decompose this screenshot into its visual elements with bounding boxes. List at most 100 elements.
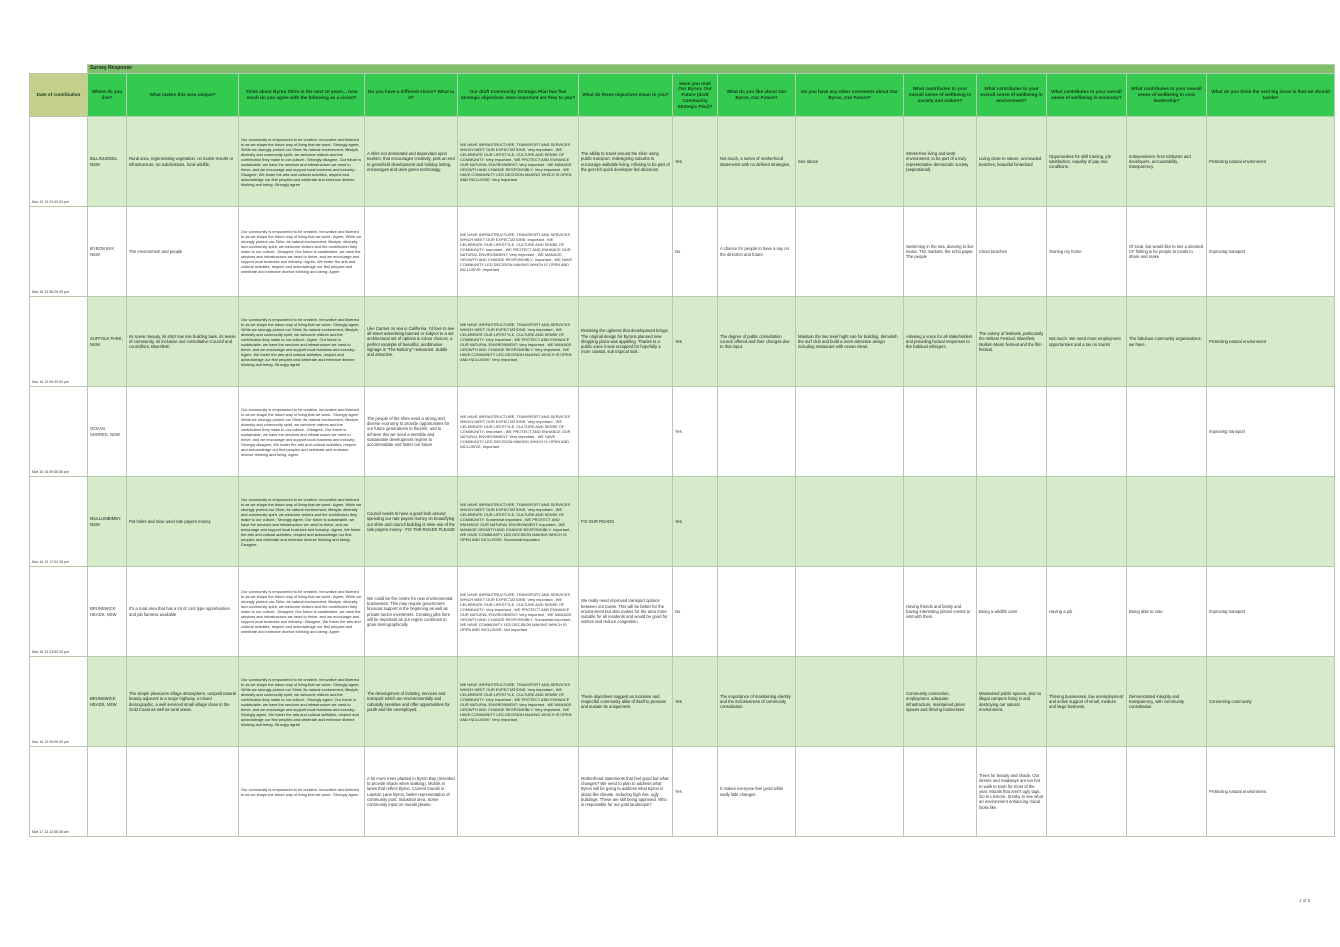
environment-cell: Trees for beauty and shade. Our streets … (976, 746, 1047, 837)
objectives-cell: WE HAVE INFRASTRUCTURE, TRANSPORT AND SE… (457, 116, 579, 207)
column-header-unique: What makes this area unique? (126, 73, 239, 117)
page-number: 1 of 5 (1299, 898, 1311, 903)
where-cell (87, 746, 127, 837)
column-header-environment: What contributes to your overall sense o… (976, 73, 1047, 117)
like-cell: The importance of maintaining identity a… (717, 656, 796, 747)
different-vision-cell: The development of industry, services an… (364, 656, 458, 747)
vision-cell: Our community is empowered to be creativ… (238, 296, 365, 387)
column-header-where: Where do you live? (87, 73, 127, 117)
like-cell: The degree of public consultation counci… (717, 296, 796, 387)
big-issue-cell: Protecting natural environment (1205, 746, 1336, 837)
column-header-vision: Think about Byron Shire in the next 10 y… (238, 73, 365, 117)
economy-cell: Owning my home (1046, 206, 1127, 297)
economy-cell: Having a job (1046, 566, 1127, 657)
column-header-objectives-meaning: What do these objectives mean to you? (578, 73, 673, 117)
different-vision-cell: Like Carmel on sea in California, I'd lo… (364, 296, 458, 387)
vision-cell: Our community is empowered to be creativ… (238, 566, 365, 657)
date-cell: Mar 16 13 09:06:40 pm (29, 656, 88, 747)
environment-cell: Maintained public spaces, and no illegal… (976, 656, 1047, 747)
big-issue-cell (1205, 476, 1336, 567)
economy-cell (1046, 746, 1127, 837)
environment-cell: Being a wildlife carer (976, 566, 1047, 657)
big-issue-cell: Protecting natural environment (1205, 116, 1336, 207)
big-issue-cell: Improving transport (1205, 566, 1336, 657)
vision-cell: Our community is empowered to be creativ… (238, 656, 365, 747)
objectives-meaning-cell (578, 206, 673, 297)
society-cell (903, 746, 977, 837)
different-vision-cell: A lot more trees planted in Byron Bay (I… (364, 746, 458, 837)
where-cell: BRUNSWICK HEADS, NSW (87, 656, 127, 747)
different-vision-cell (364, 206, 458, 297)
column-header-society: What contributes to your overall sense o… (903, 73, 977, 117)
civic-cell: Independence from lobbyists and develope… (1126, 116, 1207, 207)
comments-cell (795, 476, 904, 567)
objectives-cell: WE HAVE INFRASTRUCTURE, TRANSPORT AND SE… (457, 566, 579, 657)
read-plan-cell: Yes (672, 476, 718, 567)
read-plan-cell: Yes (672, 296, 718, 387)
column-header-objectives: Our draft Community Strategic Plan has f… (457, 73, 579, 117)
environment-cell: Living close to nature, uncrowded beache… (976, 116, 1047, 207)
objectives-cell (457, 746, 579, 837)
unique-cell (126, 386, 239, 477)
table-row: Mar 16 13 08:30:00 pm SUFFOLK PARK, NSW … (29, 296, 1336, 387)
column-header-comments: Do you have any other comments about Our… (795, 73, 904, 117)
society-cell (903, 386, 977, 477)
objectives-meaning-cell: Resisting the ugliness that development … (578, 296, 673, 387)
unique-cell (126, 746, 239, 837)
group-header-spacer (29, 64, 88, 74)
unique-cell: The simple pleasures village atmosphere,… (126, 656, 239, 747)
table-row: Mar 16 13 23:52:20 pm BRUNSWICK HEADS, N… (29, 566, 1336, 657)
date-cell: Mar 16 13 17:02:36 pm (29, 476, 88, 567)
like-cell: Not much, a series of motherhood stateme… (717, 116, 796, 207)
objectives-cell: WE HAVE INFRASTRUCTURE, TRANSPORT AND SE… (457, 656, 579, 747)
column-header-date: Date of contribution (29, 73, 88, 117)
objectives-meaning-cell: We really need improved transport option… (578, 566, 673, 657)
like-cell: It makes everyone feel good while sadly … (717, 746, 796, 837)
vision-cell: Our community is empowered to be creativ… (238, 746, 365, 837)
date-cell: Mar 16 13 23:52:20 pm (29, 566, 88, 657)
comments-cell (795, 746, 904, 837)
survey-response-table: Survey Response Date of contribution Whe… (29, 64, 1336, 837)
read-plan-cell: Yes (672, 386, 718, 477)
like-cell (717, 386, 796, 477)
where-cell: SUFFOLK PARK, NSW (87, 296, 127, 387)
objectives-meaning-cell (578, 386, 673, 477)
different-vision-cell: A shire not dominated and dependant upon… (364, 116, 458, 207)
society-cell (903, 476, 977, 567)
vision-cell: Our community is empowered to be creativ… (238, 116, 365, 207)
unique-cell: Pot holes and mise used rate payers mone… (126, 476, 239, 567)
objectives-cell: WE HAVE INFRASTRUCTURE, TRANSPORT AND SE… (457, 206, 579, 297)
table-row: Mar 16 13 09:06:40 pm BRUNSWICK HEADS, N… (29, 656, 1336, 747)
objectives-cell: WE HAVE INFRASTRUCTURE, TRANSPORT AND SE… (457, 386, 579, 477)
comments-cell (795, 566, 904, 657)
vision-cell: Our community is empowered to be creativ… (238, 386, 365, 477)
civic-cell: Of local, but would like to see a devote… (1126, 206, 1207, 297)
table-row: Mar 16 13 09:45:30 pm OCEAN SHORES, NSW … (29, 386, 1336, 477)
society-cell: Having friends and family and having int… (903, 566, 977, 657)
column-header-different-vision: Do you have a different vision? What is … (364, 73, 458, 117)
table-row: Mar 16 13 17:02:36 pm MULLUMBIMBY, NSW P… (29, 476, 1336, 567)
date-cell: Mar 16 13 08:30:00 pm (29, 296, 88, 387)
read-plan-cell: No (672, 566, 718, 657)
unique-cell: Rural area, regenerating vegetation, no … (126, 116, 239, 207)
read-plan-cell: Yes (672, 746, 718, 837)
economy-cell: Opportunities for skill training, job sa… (1046, 116, 1127, 207)
society-cell: Allowing a voice for all stakeholders an… (903, 296, 977, 387)
big-issue-cell: Improving transport (1205, 206, 1336, 297)
column-header-big-issue: What do you think the next big issue is … (1205, 73, 1336, 117)
group-header: Survey Response (86, 64, 1336, 74)
table-row: Mar 17 13 12:56:38 am Our community is e… (29, 746, 1336, 837)
comments-cell: See above (795, 116, 904, 207)
comments-cell (795, 206, 904, 297)
society-cell: Stress-free living and work environment,… (903, 116, 977, 207)
different-vision-cell: Council needs to have a good look around… (364, 476, 458, 567)
economy-cell (1046, 476, 1127, 567)
economy-cell: Thriving businesses, low unemployment an… (1046, 656, 1127, 747)
table-row: Mar 15 13 03:00:00 pm BILLINUDGEL, NSW R… (29, 116, 1336, 207)
vision-cell: Our community is empowered to be creativ… (238, 476, 365, 567)
objectives-meaning-cell: Motherhood statements that feel good but… (578, 746, 673, 837)
where-cell: BILLINUDGEL, NSW (87, 116, 127, 207)
column-header-like: What do you like about Our Byron, Our Fu… (717, 73, 796, 117)
different-vision-cell: We could be the centre for new environme… (364, 566, 458, 657)
unique-cell: The environment and people (126, 206, 239, 297)
